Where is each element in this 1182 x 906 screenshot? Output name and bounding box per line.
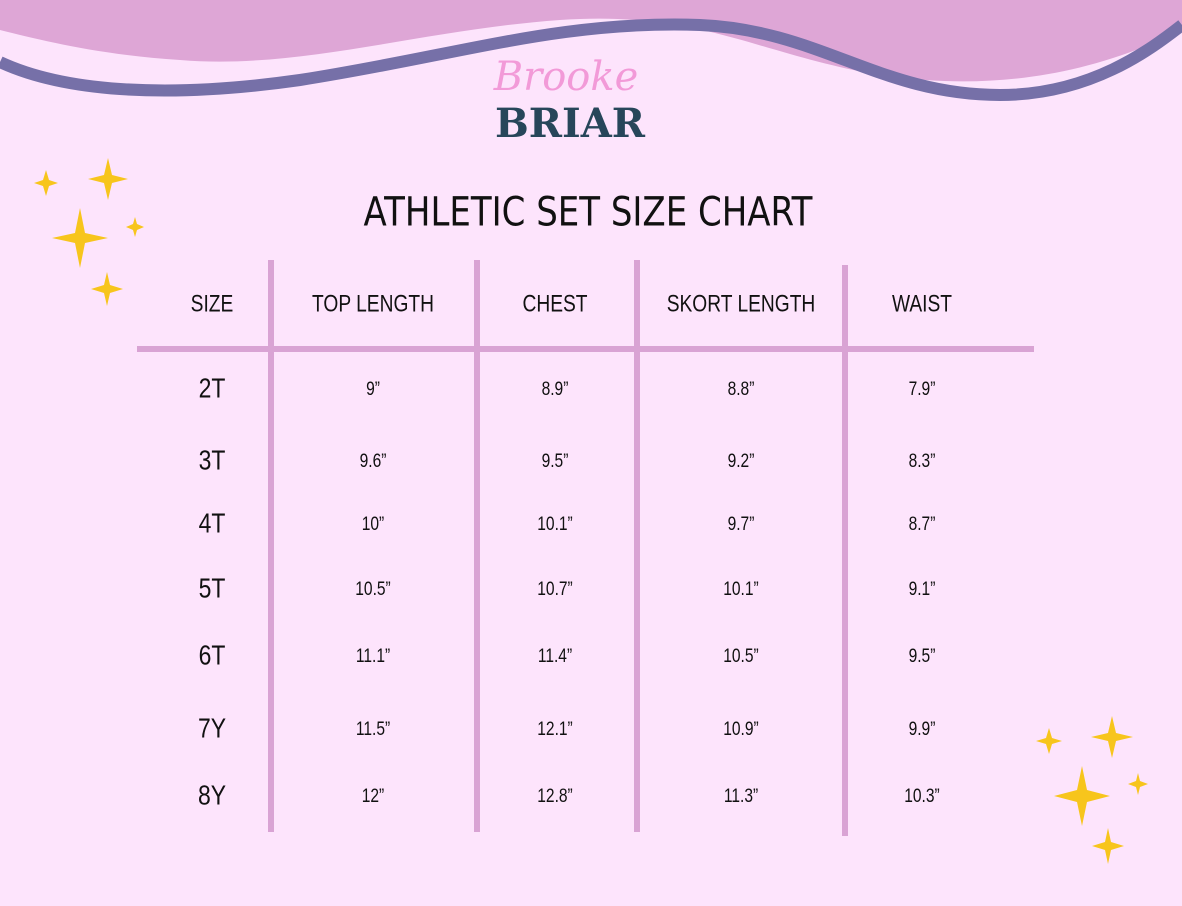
sparkle [91, 272, 123, 306]
measurement: 9.5” [542, 450, 569, 472]
measurement: 10.5” [355, 578, 391, 600]
column-header: TOP LENGTH [312, 289, 434, 317]
measurement: 8.7” [909, 513, 936, 535]
measurement: 11.4” [538, 645, 573, 667]
measurement: 9.2” [728, 450, 755, 472]
measurement: 10.1” [537, 513, 573, 535]
measurement: 9.1” [909, 578, 936, 600]
measurement: 8.3” [909, 450, 936, 472]
column-header: SKORT LENGTH [667, 289, 816, 317]
measurement: 8.8” [728, 378, 755, 400]
sparkles [34, 158, 1148, 864]
measurement: 12.1” [537, 718, 573, 740]
measurement: 10” [362, 513, 385, 535]
sparkle [52, 208, 108, 268]
size-label: 6T [199, 640, 226, 671]
title: ATHLETIC SET SIZE CHART [364, 189, 813, 235]
measurement: 8.9” [542, 378, 569, 400]
measurement: 12” [362, 785, 385, 807]
sparkle [34, 170, 58, 196]
size-label: 4T [199, 508, 226, 539]
measurement: 7.9” [909, 378, 936, 400]
column-header: SIZE [191, 289, 234, 317]
measurement: 9” [366, 378, 380, 400]
measurement: 10.1” [723, 578, 759, 600]
top-wave [0, 0, 1182, 82]
sparkle [88, 158, 128, 200]
size-table: SIZE TOP LENGTH CHEST SKORT LENGTH WAIST 2T 9”… [191, 289, 952, 811]
measurement: 11.3” [724, 785, 759, 807]
column-header: CHEST [522, 289, 587, 317]
measurement: 12.8” [537, 785, 573, 807]
column-header: WAIST [892, 289, 952, 317]
measurement: 9.6” [360, 450, 387, 472]
sparkle [1054, 766, 1110, 826]
logo-bottom: BRIAR [495, 100, 646, 147]
sparkle [1092, 828, 1124, 864]
measurement: 9.9” [909, 718, 936, 740]
size-label: 7Y [198, 713, 226, 744]
measurement: 9.5” [909, 645, 936, 667]
measurement: 11.1” [356, 645, 391, 667]
measurement: 11.5” [356, 718, 391, 740]
sparkle [1091, 716, 1133, 758]
size-label: 3T [199, 445, 226, 476]
logo-top: Brooke [493, 54, 639, 100]
size-label: 5T [199, 573, 226, 604]
sparkle [126, 217, 144, 237]
measurement: 9.7” [728, 513, 755, 535]
measurement: 10.3” [904, 785, 940, 807]
wave-stroke [0, 18, 1182, 102]
measurement: 10.7” [537, 578, 573, 600]
sparkle [1128, 773, 1148, 795]
sparkle [1036, 728, 1062, 754]
measurement: 10.5” [723, 645, 759, 667]
size-label: 2T [199, 373, 226, 404]
measurement: 10.9” [723, 718, 759, 740]
size-label: 8Y [198, 780, 226, 811]
